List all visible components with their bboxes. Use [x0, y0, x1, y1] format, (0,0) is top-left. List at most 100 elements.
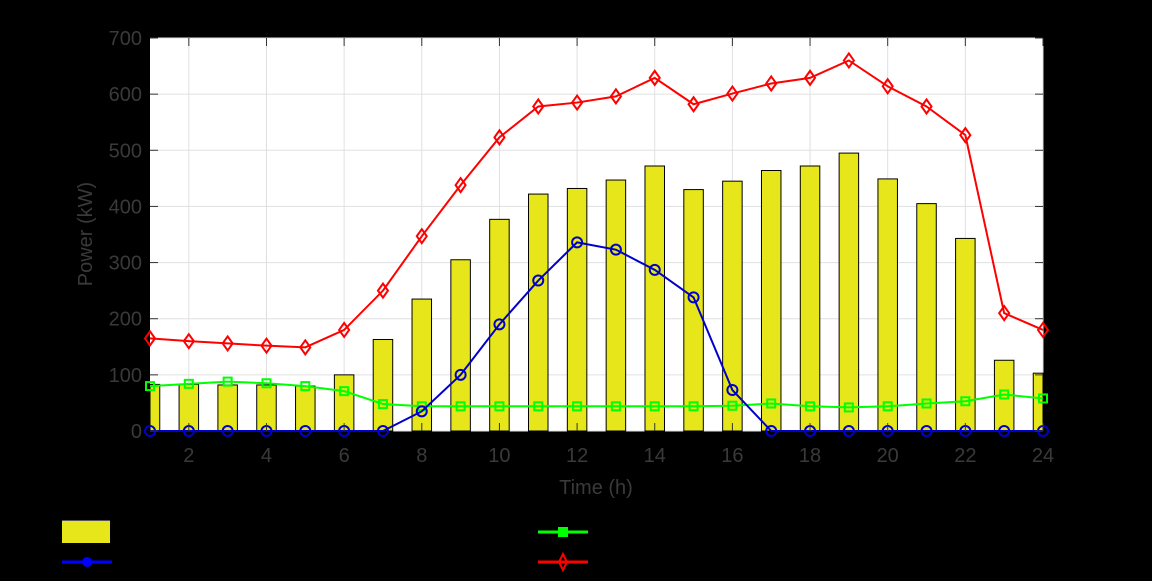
bar [683, 189, 704, 432]
y-tick-label: 0 [131, 421, 142, 443]
square-marker-icon [261, 378, 272, 389]
square-marker-icon [960, 396, 971, 407]
circle-marker-icon [842, 425, 855, 437]
legend-item-blue [62, 554, 122, 570]
bar [295, 385, 316, 432]
circle-marker-icon [454, 368, 467, 381]
square-marker-icon [183, 378, 194, 389]
square-marker-icon [921, 398, 932, 409]
bar [916, 203, 937, 432]
bar [217, 384, 238, 432]
x-tick-label: 22 [954, 445, 976, 467]
circle-marker-icon [299, 425, 312, 437]
circle-marker-icon [532, 274, 545, 287]
diamond-marker-icon [997, 304, 1011, 322]
x-tick-label: 8 [416, 445, 427, 467]
x-tick-label: 14 [644, 445, 666, 467]
circle-marker-icon [920, 425, 933, 437]
diamond-marker-icon [803, 69, 817, 87]
bar [644, 165, 665, 432]
diamond-marker-icon [570, 93, 584, 112]
square-marker-icon [300, 381, 311, 392]
y-tick-label: 400 [109, 196, 142, 218]
circle-marker-icon [726, 384, 739, 397]
y-tick-label: 100 [109, 365, 142, 387]
diamond-marker-icon [920, 97, 933, 116]
diamond-marker-icon [881, 77, 894, 96]
square-marker-icon [805, 401, 816, 412]
y-axis-ticks: 0 100 200 300 400 500 600 700 [109, 28, 1043, 443]
square-marker-icon [843, 402, 854, 413]
x-axis-ticks: 2 4 6 8 10 12 14 16 18 20 22 24 [183, 38, 1054, 467]
line-series [143, 51, 1050, 437]
square-marker-icon [222, 376, 233, 387]
diamond-marker-icon [415, 227, 429, 245]
circle-marker-icon [648, 263, 661, 276]
legend-item-bar [62, 520, 120, 543]
diamond-marker-icon [764, 74, 778, 93]
bar [799, 165, 821, 432]
circle-marker-icon [998, 425, 1011, 437]
bar [877, 178, 898, 432]
diamond-marker-icon [842, 51, 856, 70]
square-marker-icon [1038, 393, 1048, 404]
square-marker-icon [688, 401, 699, 412]
bar [333, 374, 355, 432]
diamond-marker-icon [726, 84, 739, 103]
x-tick-label: 20 [877, 445, 899, 467]
bar [566, 187, 588, 432]
diamond-marker-icon [532, 97, 545, 116]
bar [528, 193, 549, 432]
x-tick-label: 12 [566, 445, 588, 467]
legend-blue-circle-marker-icon [62, 557, 112, 567]
square-marker-icon [572, 401, 583, 412]
line-circle [150, 241, 1043, 432]
bar [722, 180, 743, 432]
square-marker-icon [377, 399, 388, 410]
diamond-marker-icon [687, 95, 700, 113]
y-tick-label: 700 [109, 28, 142, 50]
circle-marker-icon [493, 318, 506, 331]
x-tick-label: 24 [1032, 445, 1054, 467]
diamond-marker-icon [143, 329, 157, 348]
diamond-marker-icon [1036, 321, 1050, 339]
square-marker-icon [610, 401, 621, 412]
diamond-marker-icon [648, 69, 661, 87]
bar [605, 179, 627, 432]
legend-green-square-marker-icon [538, 527, 588, 537]
square-marker-icon [339, 386, 350, 397]
square-marker-icon [455, 401, 466, 412]
diamond-marker-icon [337, 321, 351, 339]
circle-marker-icon [765, 425, 778, 437]
legend-bar-swatch-icon [62, 520, 110, 543]
square-marker-icon [766, 398, 777, 409]
square-marker-icon [649, 401, 660, 412]
bar [372, 338, 394, 432]
diamond-marker-icon [959, 126, 972, 144]
diamond-marker-icon [609, 87, 623, 106]
legend-red-diamond-marker-icon [538, 552, 588, 572]
legend-item-green [538, 524, 598, 540]
x-tick-label: 18 [799, 445, 821, 467]
diamond-marker-icon [493, 128, 506, 147]
bar [838, 152, 860, 432]
square-marker-icon [494, 401, 505, 412]
legend [0, 505, 1152, 581]
circle-marker-icon [415, 405, 428, 418]
circle-marker-icon [221, 425, 234, 437]
x-tick-label: 16 [721, 445, 743, 467]
diamond-marker-icon [221, 334, 234, 353]
legend-item-red [538, 552, 598, 572]
square-marker-icon [533, 401, 544, 412]
square-marker-icon [882, 401, 893, 412]
y-tick-label: 600 [109, 84, 142, 106]
diamond-marker-icon [376, 281, 390, 300]
y-tick-label: 300 [109, 253, 142, 275]
y-axis-title: Power (kW) [75, 182, 97, 286]
circle-marker-icon [571, 236, 584, 249]
circle-marker-icon [687, 291, 700, 304]
square-marker-icon [145, 381, 155, 392]
square-marker-icon [999, 389, 1010, 400]
circle-marker-icon [609, 243, 622, 256]
